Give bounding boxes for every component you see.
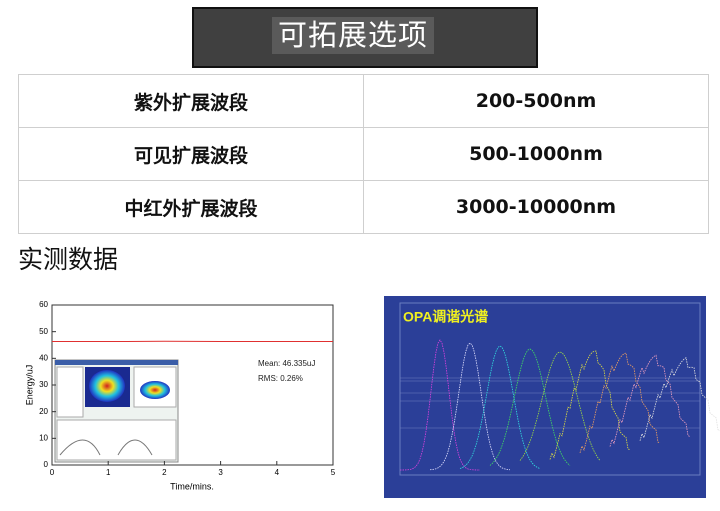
cell: 500-1000nm (363, 127, 709, 181)
options-table: 紫外扩展波段 200-500nm 可见扩展波段 500-1000nm 中红外扩展波段… (18, 74, 709, 234)
spectrum-image (384, 296, 706, 498)
x-axis-label: Time/mins. (170, 481, 214, 491)
x-tick-label: 4 (275, 468, 280, 477)
y-axis-label: Energy/uJ (24, 365, 34, 406)
y-tick-label: 10 (39, 433, 48, 442)
cell: 中红外扩展波段 (18, 180, 364, 234)
x-tick-label: 5 (331, 468, 336, 477)
cell: 3000-10000nm (363, 180, 709, 234)
spectrum-curve (579, 352, 661, 454)
spectrum-curve (399, 339, 481, 471)
spectrum-curve (429, 342, 511, 471)
spectrum-curve (609, 354, 691, 447)
x-tick-label: 0 (50, 468, 55, 477)
spectrum-curve (549, 350, 631, 460)
spectrum-frame (399, 302, 701, 476)
x-tick-label: 2 (162, 468, 167, 477)
y-tick-label: 20 (39, 407, 48, 416)
spectrum-curve (639, 356, 720, 441)
spectrum-curve (489, 348, 571, 466)
x-tick-label: 1 (106, 468, 111, 477)
banner-title: 可拓展选项 (272, 17, 435, 54)
y-tick-label: 0 (44, 460, 49, 469)
section-title: 实测数据 (18, 245, 119, 274)
spectrum-curves (399, 339, 720, 471)
inset (54, 359, 179, 463)
x-tick-label: 3 (218, 468, 223, 477)
y-tick-label: 50 (39, 327, 48, 336)
annotation: Mean: 46.335uJ (258, 359, 315, 368)
y-tick-label: 40 (39, 353, 48, 362)
spectrum-curve (459, 345, 541, 469)
cell: 200-500nm (363, 74, 709, 128)
y-tick-label: 60 (39, 300, 48, 309)
y-tick-label: 30 (39, 380, 48, 389)
annotation: RMS: 0.26% (258, 374, 303, 383)
banner: 可拓展选项 (192, 7, 538, 68)
spectrum-label: OPA调谐光谱 (403, 309, 488, 325)
